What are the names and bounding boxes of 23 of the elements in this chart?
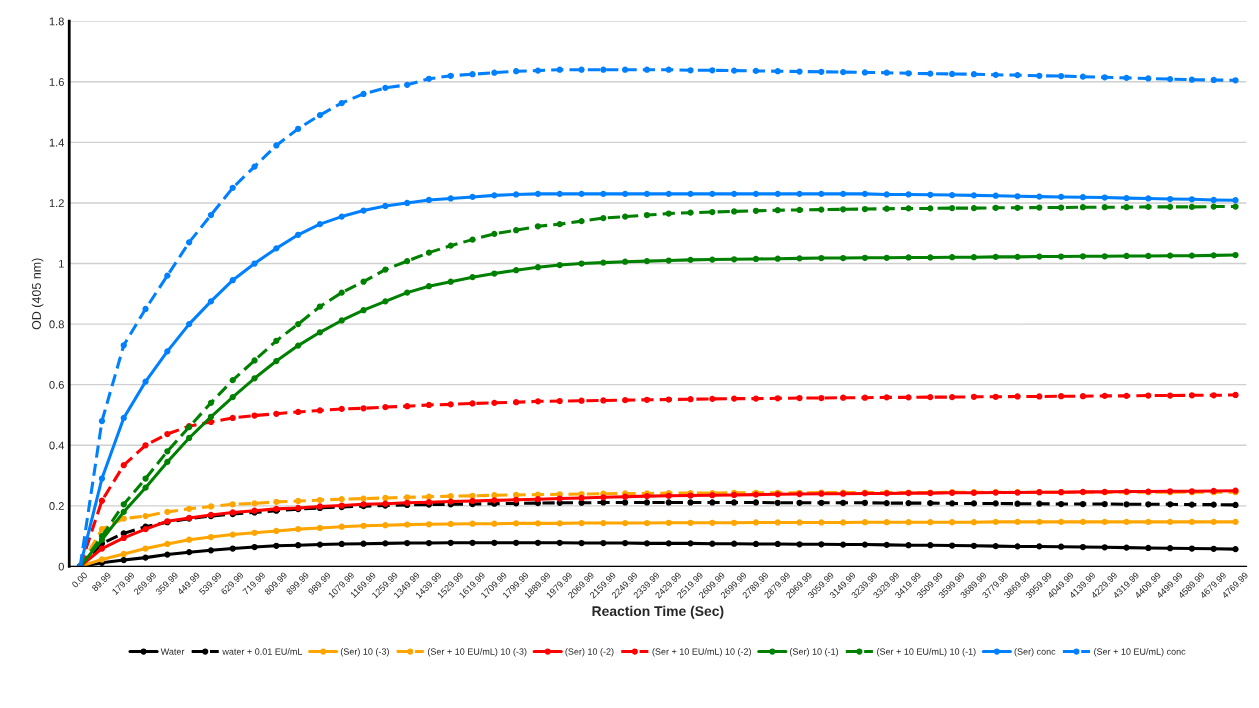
legend-label: (Ser) 10 (-3) <box>340 648 389 657</box>
y-tick-label: 1 <box>59 259 64 268</box>
x-tick-label: 0.00 <box>71 571 88 589</box>
x-axis-title: Reaction Time (Sec) <box>592 605 724 619</box>
legend-label: water + 0.01 EU/mL <box>222 648 303 655</box>
y-tick-label: 1.4 <box>49 138 65 147</box>
y-tick-label: 0 <box>58 562 64 571</box>
legend-label: (Ser) conc <box>1014 648 1056 657</box>
y-tick-label: 0.4 <box>49 441 65 450</box>
legend-label: (Ser + 10 EU/mL) 10 (-1) <box>877 648 976 657</box>
y-tick-label: 0.2 <box>49 502 64 510</box>
y-tick-label: 1.6 <box>49 78 64 86</box>
legend-label: (Ser + 10 EU/mL) 10 (-2) <box>652 648 751 657</box>
y-tick-label: 1.2 <box>49 199 64 207</box>
y-axis-title: OD (405 nm) <box>31 258 44 330</box>
legend-label: (Ser) 10 (-1) <box>790 648 839 657</box>
legend-label: (Ser + 10 EU/mL) conc <box>1094 648 1186 657</box>
y-tick-label: 0.8 <box>49 320 64 329</box>
y-tick-label: 1.8 <box>49 17 64 26</box>
y-tick-label: 0.6 <box>49 380 64 389</box>
legend-label: (Ser) 10 (-2) <box>565 648 614 657</box>
legend-label: Water <box>160 648 185 655</box>
legend-label: (Ser + 10 EU/mL) 10 (-3) <box>427 648 527 657</box>
